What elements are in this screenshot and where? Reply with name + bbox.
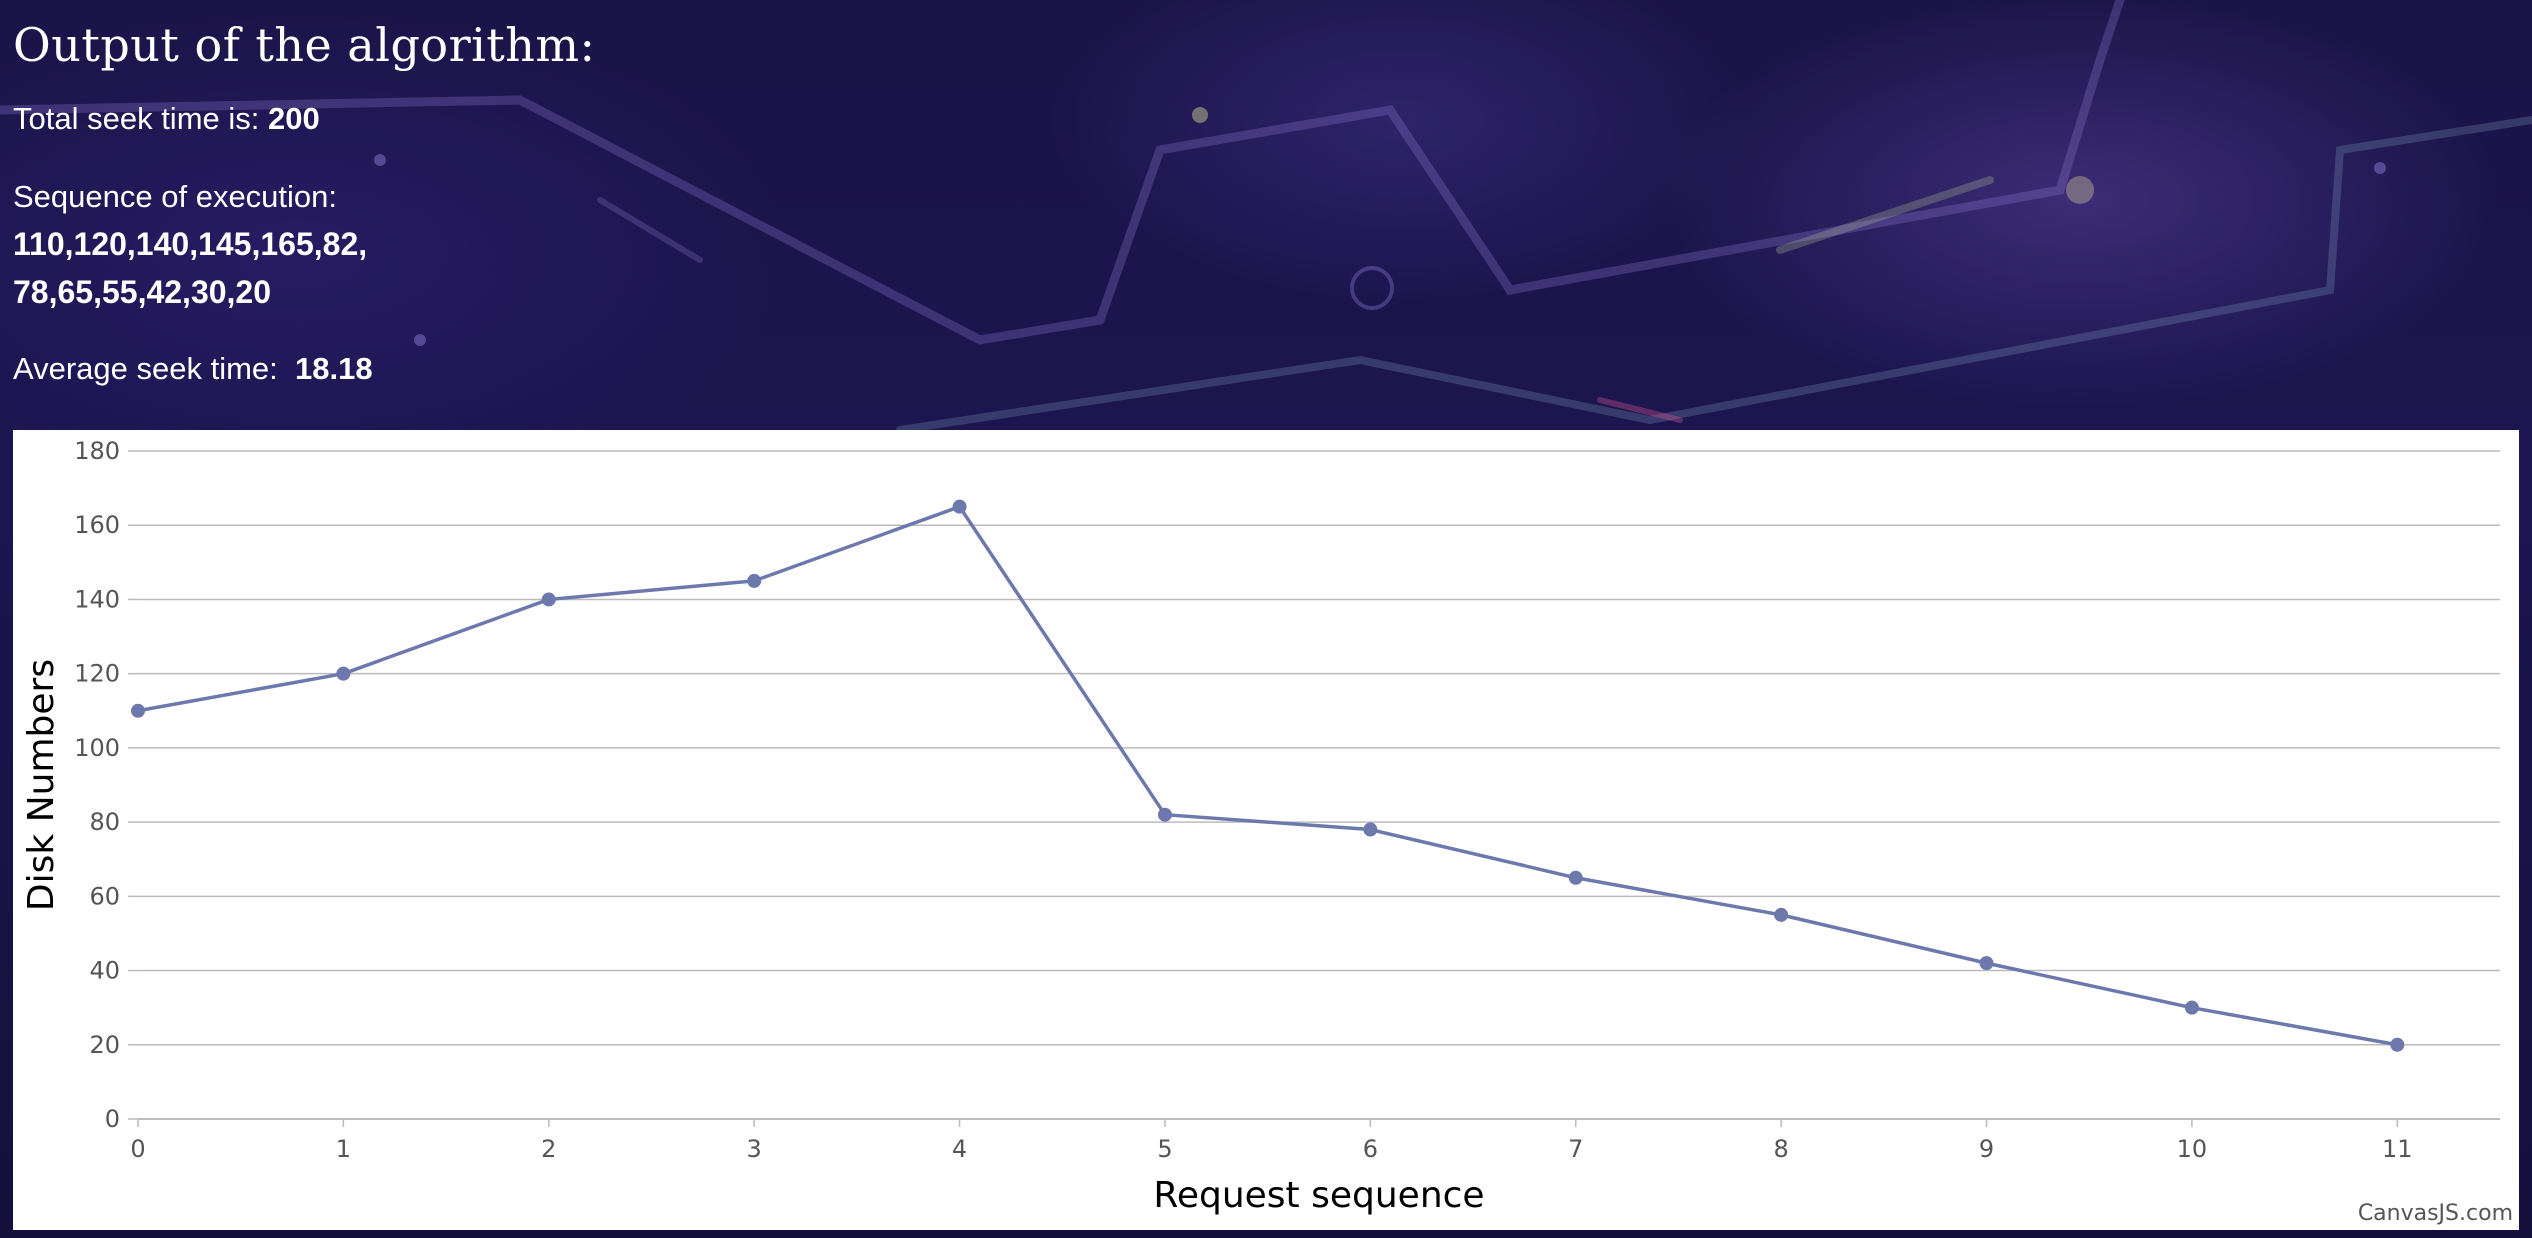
- data-point: [541, 592, 556, 607]
- y-tick-label: 120: [74, 660, 120, 688]
- x-tick-label: 4: [952, 1135, 967, 1163]
- y-tick-label: 100: [74, 734, 120, 762]
- x-tick-label: 10: [2177, 1135, 2208, 1163]
- x-tick-label: 11: [2382, 1135, 2413, 1163]
- x-tick-label: 1: [336, 1135, 351, 1163]
- x-tick-label: 7: [1568, 1135, 1583, 1163]
- y-tick-label: 140: [74, 585, 120, 613]
- total-seek-time-value: 200: [268, 101, 320, 136]
- data-point: [1157, 807, 1172, 822]
- average-seek-time: Average seek time: 18.18: [13, 346, 913, 392]
- x-tick-label: 9: [1979, 1135, 1994, 1163]
- x-tick-label: 0: [130, 1135, 145, 1163]
- x-tick-label: 8: [1773, 1135, 1788, 1163]
- x-tick-label: 5: [1157, 1135, 1172, 1163]
- sequence-label: Sequence of execution:: [13, 179, 338, 214]
- data-point: [747, 573, 762, 588]
- chart-container: 0 20 40 60 80 100 120 140 160 180 0 1 2 3 4 5 6 7 8 9 10 11 Re…: [13, 430, 2519, 1230]
- total-seek-time-label: Total seek time is:: [13, 101, 260, 136]
- data-point: [336, 666, 351, 681]
- x-axis-title: Request sequence: [1153, 1175, 1484, 1216]
- y-tick-label: 40: [89, 957, 120, 985]
- chart-credit: CanvasJS.com: [2357, 1201, 2513, 1226]
- x-tick-label: 3: [747, 1135, 762, 1163]
- data-point: [2390, 1037, 2405, 1052]
- algorithm-output-panel: Output of the algorithm: Total seek time…: [13, 14, 913, 392]
- data-point: [131, 703, 145, 718]
- sequence-values-line-1: 110,120,140,145,165,82,: [13, 226, 368, 262]
- series-line: [137, 504, 2398, 1047]
- data-point: [2184, 1000, 2199, 1015]
- x-tick-label: 6: [1363, 1135, 1378, 1163]
- sequence-values-line-2: 78,65,55,42,30,20: [13, 274, 272, 310]
- data-point: [1774, 907, 1789, 922]
- line-chart: 0 20 40 60 80 100 120 140 160 180 0 1 2 3 4 5 6 7 8 9 10 11 Re…: [21, 437, 2500, 1216]
- y-tick-label: 60: [89, 882, 120, 910]
- data-point: [952, 499, 967, 514]
- y-tick-label: 160: [74, 511, 120, 539]
- average-seek-time-value: 18.18: [295, 351, 373, 386]
- data-point: [1979, 956, 1994, 971]
- y-tick-label: 20: [89, 1031, 120, 1059]
- y-tick-label: 80: [89, 808, 120, 836]
- total-seek-time: Total seek time is: 200: [13, 96, 913, 142]
- data-point: [1568, 870, 1583, 885]
- data-point: [1363, 822, 1378, 837]
- average-seek-time-label: Average seek time:: [13, 351, 278, 386]
- x-tick-label: 2: [541, 1135, 556, 1163]
- y-axis-title: Disk Numbers: [21, 659, 62, 911]
- y-tick-label: 180: [74, 437, 120, 465]
- page-title: Output of the algorithm:: [13, 18, 596, 72]
- y-tick-label: 0: [105, 1105, 120, 1133]
